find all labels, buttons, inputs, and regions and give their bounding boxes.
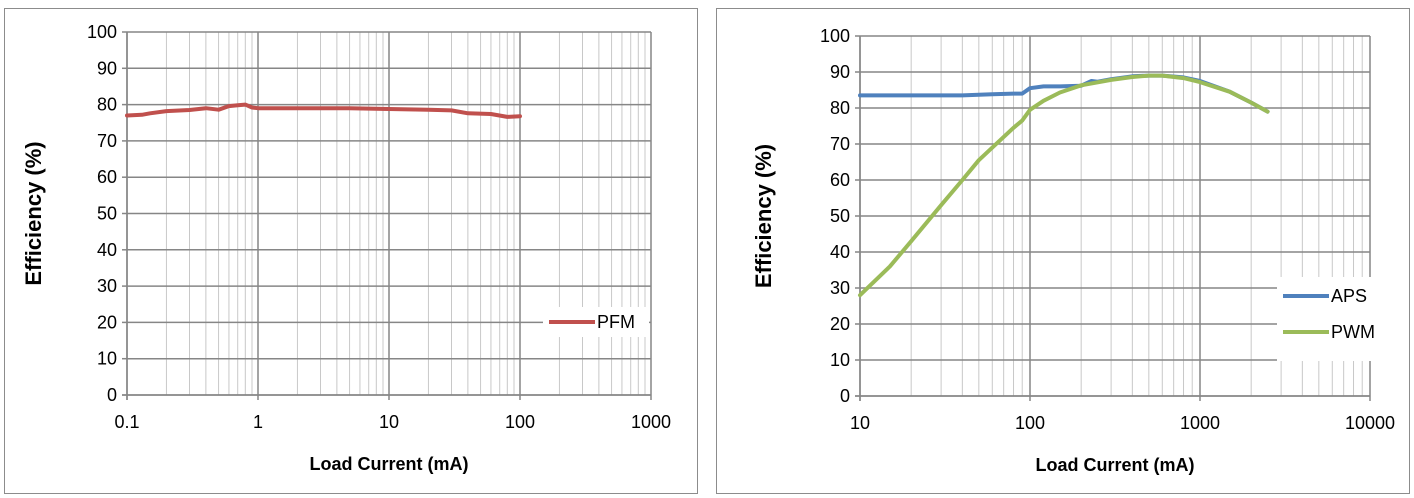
y-tick-label: 50	[97, 204, 117, 224]
y-tick-label: 20	[830, 314, 850, 334]
y-tick-label: 80	[97, 95, 117, 115]
y-tick-label: 40	[830, 242, 850, 262]
y-tick-label: 10	[97, 349, 117, 369]
chart-panel-pfm: 0 10 20 30 40 50 60 70 80 90 100 0.1 1 10 100 1000 Load …	[4, 8, 698, 494]
x-axis-title: Load Current (mA)	[1036, 455, 1195, 475]
y-tick-label: 0	[107, 385, 117, 405]
x-tick-label: 10000	[1345, 413, 1395, 433]
x-axis-title: Load Current (mA)	[310, 454, 469, 474]
y-tick-label: 20	[97, 312, 117, 332]
y-tick-label: 30	[830, 278, 850, 298]
x-tick-label: 100	[505, 412, 535, 432]
y-tick-label: 70	[830, 134, 850, 154]
y-tick-label: 80	[830, 98, 850, 118]
x-tick-label: 0.1	[114, 412, 139, 432]
y-tick-label: 60	[830, 170, 850, 190]
x-tick-label: 10	[379, 412, 399, 432]
x-tick-label: 1000	[631, 412, 671, 432]
y-tick-label: 90	[97, 58, 117, 78]
y-tick-label: 50	[830, 206, 850, 226]
y-tick-label: 90	[830, 62, 850, 82]
x-tick-label: 1000	[1180, 413, 1220, 433]
legend-label-pwm: PWM	[1331, 322, 1375, 342]
y-tick-label: 0	[840, 386, 850, 406]
x-tick-label: 1	[253, 412, 263, 432]
y-tick-label: 70	[97, 131, 117, 151]
y-axis-title: Efficiency (%)	[21, 141, 46, 285]
y-tick-label: 60	[97, 167, 117, 187]
y-tick-label: 100	[820, 26, 850, 46]
legend: PFM	[543, 307, 649, 337]
y-tick-label: 10	[830, 350, 850, 370]
x-tick-label: 100	[1015, 413, 1045, 433]
y-tick-label: 30	[97, 276, 117, 296]
y-tick-label: 100	[87, 22, 117, 42]
efficiency-chart-pfm: 0 10 20 30 40 50 60 70 80 90 100 0.1 1 10 100 1000 Load …	[5, 9, 697, 493]
y-axis-title: Efficiency (%)	[751, 144, 776, 288]
legend: APS PWM	[1277, 277, 1381, 361]
legend-label-pfm: PFM	[597, 312, 635, 332]
y-tick-label: 40	[97, 240, 117, 260]
chart-panel-aps-pwm: 0 10 20 30 40 50 60 70 80 90 100 10 100 1000 10000 Load…	[716, 8, 1410, 494]
legend-label-aps: APS	[1331, 286, 1367, 306]
x-tick-label: 10	[850, 413, 870, 433]
